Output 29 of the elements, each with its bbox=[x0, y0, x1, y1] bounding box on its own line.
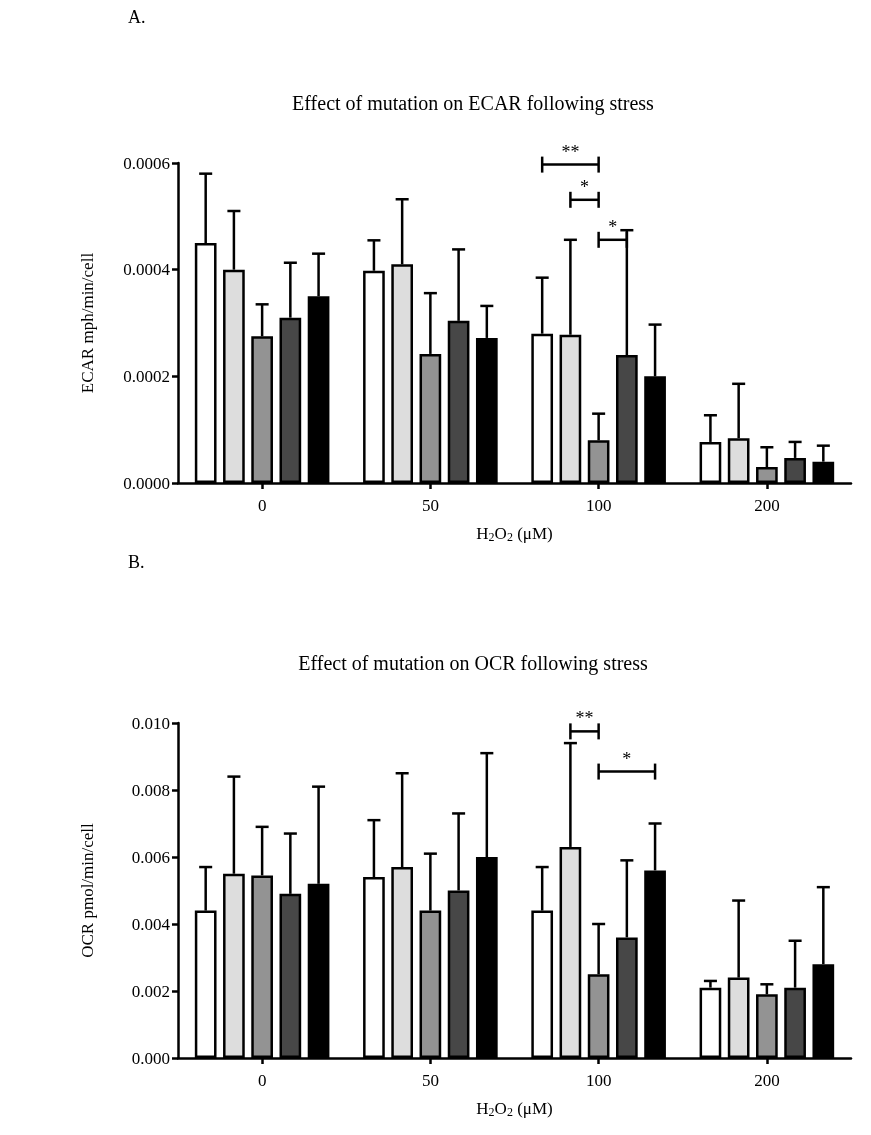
annotation: * bbox=[608, 216, 618, 237]
annotation: * bbox=[580, 176, 590, 197]
x-tick-label: 100 bbox=[585, 496, 612, 515]
y-tick-label: 0.008 bbox=[131, 780, 170, 800]
y-tick-label: 0.002 bbox=[131, 981, 170, 1001]
y-tick-label: 0.010 bbox=[131, 713, 170, 733]
y-tick-label: 0.0006 bbox=[123, 153, 170, 173]
text: A. bbox=[128, 7, 146, 27]
annotation: * bbox=[622, 748, 632, 769]
y-tick-label: 0.004 bbox=[131, 914, 171, 934]
x-tick-label: 200 bbox=[754, 1071, 780, 1090]
annotation: ** bbox=[575, 708, 594, 729]
x-tick-label: 100 bbox=[585, 1071, 612, 1090]
x-tick-label: 50 bbox=[421, 496, 439, 515]
y-tick-label: 0.0000 bbox=[123, 473, 170, 493]
y-tick-label: 0.000 bbox=[131, 1048, 170, 1068]
y-tick-label: 0.0002 bbox=[123, 366, 170, 386]
x-tick-label: 0 bbox=[257, 496, 267, 515]
y-tick-label: 0.0004 bbox=[123, 260, 171, 280]
x-tick-label: 0 bbox=[257, 1071, 267, 1090]
y-axis-title: OCR pmol/min/cell bbox=[78, 822, 97, 958]
y-tick-label: 0.006 bbox=[131, 847, 170, 867]
text: ** bbox=[561, 141, 580, 162]
text: B. bbox=[128, 552, 145, 572]
x-tick-label: 50 bbox=[421, 1071, 439, 1090]
x-tick-label: 200 bbox=[754, 496, 780, 515]
y-axis-title: ECAR mph/min/cell bbox=[78, 252, 97, 394]
chart-title: Effect of mutation on ECAR following stress bbox=[292, 92, 655, 115]
chart-title: Effect of mutation on OCR following stress bbox=[298, 652, 649, 675]
